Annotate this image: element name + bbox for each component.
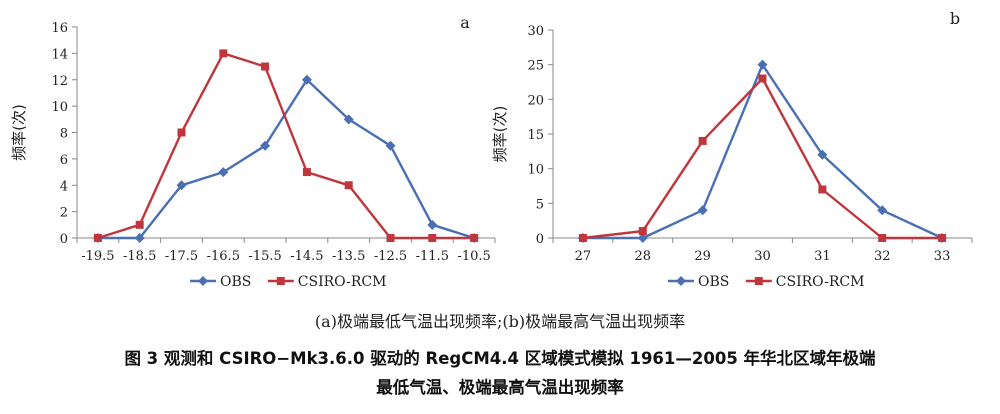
chart-a-csiro-rcm-point: [302, 168, 311, 177]
chart-a-csiro-rcm-line: [97, 52, 475, 240]
chart-a-obs-line: [97, 78, 475, 240]
chart-b-y-tick-label: 25: [527, 59, 544, 74]
chart-b-x-tick-label: 27: [575, 249, 592, 264]
chart-a-y-tick-label: 0: [60, 232, 68, 247]
chart-b-obs-point: [757, 59, 768, 70]
chart-a-csiro-rcm-point: [386, 234, 395, 242]
chart-a-y-tick-label: 4: [60, 179, 68, 194]
chart-a-obs-point: [134, 233, 145, 243]
chart-a-legend-obs-label: OBS: [220, 274, 251, 290]
chart-b-panel-label: b: [950, 9, 960, 28]
chart-a-csiro-rcm-point: [470, 234, 479, 242]
chart-a-obs-point: [343, 114, 354, 125]
chart-b-csiro-rcm-point: [578, 234, 587, 242]
figure-charts: 0 2 4 6 8 10 12 14 16 -19.5 -18.5 -17.5 -16.5 -15.5 -1…: [10, 9, 973, 290]
chart-a-x-tick-label: -13.5: [332, 249, 365, 264]
chart-a-obs-point: [176, 180, 187, 191]
chart-b-csiro-rcm-point: [638, 227, 647, 236]
chart-a-y-tick-label: 6: [60, 153, 68, 168]
chart-b-y-tick-label: 20: [527, 93, 544, 108]
chart-b-y-tick-label: 0: [536, 232, 544, 247]
chart-b-obs-point: [697, 205, 708, 216]
chart-b-obs-line: [582, 63, 943, 240]
chart-a-x-tick-label: -14.5: [290, 249, 323, 264]
chart-b-x-tick-label: 28: [635, 249, 652, 264]
chart-a-x-tick-label: -10.5: [457, 249, 490, 264]
chart-b-x-tick-label: 30: [754, 249, 771, 264]
chart-b-y-axis-label: 频率(次): [491, 106, 509, 163]
chart-a-y-tick-label: 14: [51, 47, 68, 62]
chart-a-obs-point: [427, 219, 438, 230]
chart-a-csiro-rcm-point: [135, 220, 144, 229]
chart-a-x-tick-label: -16.5: [207, 249, 240, 264]
chart-a-x-tick-label: -15.5: [248, 249, 281, 264]
chart-a-csiro-rcm-point: [93, 234, 102, 242]
chart-b-x-tick-label: 29: [694, 249, 711, 264]
figure-caption-line-1: 图 3 观测和 CSIRO−Mk3.6.0 驱动的 RegCM4.4 区域模式模…: [124, 349, 876, 368]
chart-b-x-tick-label: 33: [934, 249, 951, 264]
chart-a-csiro-rcm-point: [428, 234, 437, 242]
chart-b-x-tick-label: 31: [814, 249, 831, 264]
chart-b-y-tick-label: 5: [536, 197, 544, 212]
chart-a-y-tick-label: 8: [60, 127, 68, 142]
chart-a-obs-point: [301, 74, 312, 85]
chart-b-obs-point: [817, 149, 828, 160]
chart-a-x-tick-label: -18.5: [123, 249, 156, 264]
chart-b-csiro-rcm-point: [938, 234, 947, 242]
chart-a-csiro-rcm-point: [344, 181, 353, 190]
chart-a-legend-csiro-rcm-label: CSIRO-RCM: [298, 274, 387, 290]
chart-b-obs-point: [877, 205, 888, 216]
chart-b-legend-obs-marker: [676, 276, 686, 286]
chart-a-obs-point: [218, 167, 229, 178]
chart-b-y-tick-label: 15: [527, 128, 544, 143]
chart-a-x-tick-label: -17.5: [165, 249, 198, 264]
chart-a-y-tick-label: 10: [51, 100, 68, 115]
chart-a-y-tick-label: 16: [51, 21, 68, 36]
chart-a-csiro-rcm-point: [219, 49, 228, 58]
chart-b-x-tick-label: 32: [874, 249, 891, 264]
chart-b-obs-point: [637, 233, 648, 243]
chart-a-x-tick-label: -11.5: [416, 249, 449, 264]
chart-a-y-tick-label: 2: [60, 206, 68, 221]
chart-a-legend-csiro-rcm-marker: [276, 277, 285, 285]
chart-b-csiro-rcm-point: [758, 74, 767, 83]
chart-a-obs-point: [260, 140, 271, 151]
chart-b-legend-csiro-rcm-label: CSIRO-RCM: [776, 274, 865, 290]
chart-b-csiro-rcm-point: [818, 185, 827, 194]
chart-b-y-tick-label: 10: [527, 163, 544, 178]
chart-a-x-tick-label: -19.5: [81, 249, 114, 264]
chart-a-y-tick-label: 12: [51, 74, 68, 89]
chart-a-y-axis-label: 频率(次): [10, 104, 28, 161]
chart-b-csiro-rcm-point: [698, 136, 707, 145]
figure-caption-line-2: 最低气温、极端最高气温出现频率: [376, 378, 624, 397]
chart-a-obs-point: [385, 140, 396, 151]
figure-subcaption: (a)极端最低气温出现频率;(b)极端最高气温出现频率: [314, 312, 686, 331]
chart-a-csiro-rcm-point: [177, 128, 186, 137]
chart-b-legend-csiro-rcm-marker: [754, 277, 763, 285]
chart-b-y-tick-label: 30: [527, 24, 544, 39]
chart-b-csiro-rcm-point: [878, 234, 887, 242]
chart-a-legend-obs-marker: [198, 276, 208, 286]
chart-b-legend-obs-label: OBS: [698, 274, 729, 290]
chart-a-x-tick-label: -12.5: [374, 249, 407, 264]
chart-a-panel-label: a: [460, 13, 470, 32]
chart-a-csiro-rcm-point: [261, 62, 270, 71]
